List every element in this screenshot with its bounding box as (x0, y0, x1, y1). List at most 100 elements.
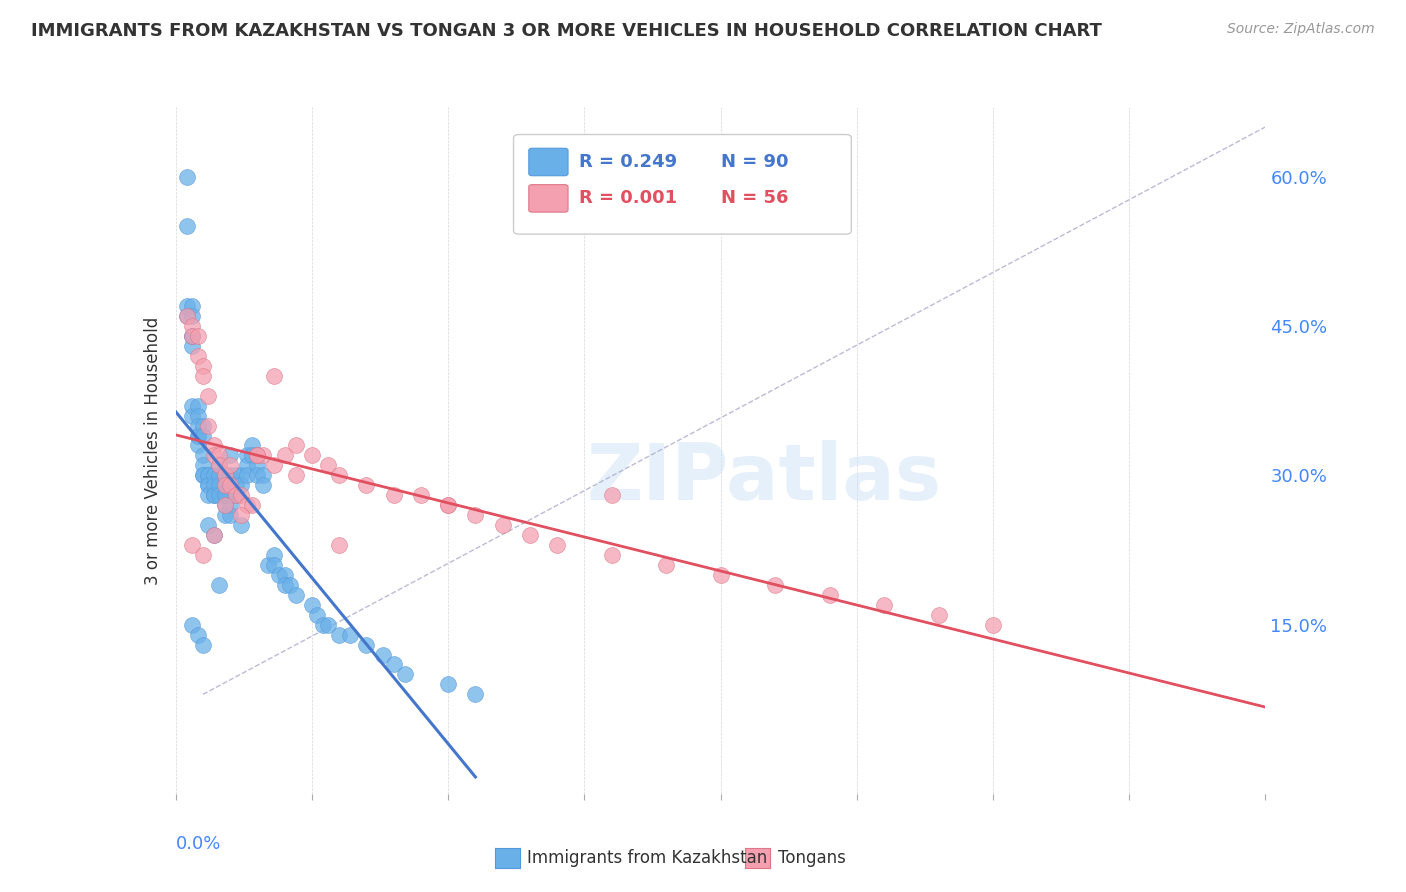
Point (301, 449, 323, 463)
Point (202, 488, 225, 502)
Point (873, 598, 896, 612)
Point (181, 299, 204, 313)
Point (318, 458, 340, 473)
Point (382, 657, 405, 672)
Point (235, 458, 257, 473)
Point (208, 458, 231, 473)
Point (225, 488, 247, 502)
Point (382, 488, 405, 502)
Point (252, 468, 274, 483)
Point (328, 627, 350, 641)
Point (191, 449, 214, 463)
Point (191, 428, 214, 442)
Point (214, 468, 236, 483)
Point (225, 488, 247, 502)
Point (274, 567, 297, 582)
Point (600, 488, 623, 502)
Point (219, 478, 242, 492)
Point (928, 607, 950, 622)
Point (214, 498, 236, 512)
Point (181, 309, 204, 323)
Point (437, 677, 460, 691)
Point (328, 468, 350, 483)
Point (202, 528, 225, 542)
Point (246, 458, 269, 473)
Point (186, 418, 209, 433)
Point (219, 468, 242, 483)
Text: Immigrants from Kazakhstan: Immigrants from Kazakhstan (527, 849, 768, 867)
Point (246, 449, 269, 463)
Point (176, 309, 198, 323)
Point (191, 468, 214, 483)
Point (214, 498, 236, 512)
Point (219, 498, 242, 512)
Point (214, 478, 236, 492)
Text: ZIPatlas: ZIPatlas (586, 440, 942, 516)
Point (181, 329, 204, 343)
Point (181, 399, 204, 413)
Text: R = 0.249: R = 0.249 (579, 153, 678, 171)
Point (197, 389, 219, 403)
Point (208, 488, 231, 502)
Point (328, 538, 350, 552)
Point (231, 518, 253, 533)
Point (202, 468, 225, 483)
Point (409, 488, 432, 502)
Point (181, 329, 204, 343)
Point (181, 617, 204, 632)
Point (284, 588, 307, 602)
Point (301, 598, 323, 612)
Point (263, 548, 285, 562)
Point (356, 478, 378, 492)
Point (186, 428, 209, 442)
Point (284, 468, 307, 483)
Point (186, 349, 209, 363)
Point (186, 409, 209, 423)
Y-axis label: 3 or more Vehicles in Household: 3 or more Vehicles in Household (143, 317, 162, 584)
Point (818, 588, 841, 602)
FancyBboxPatch shape (529, 185, 568, 212)
Point (240, 438, 263, 452)
Text: IMMIGRANTS FROM KAZAKHSTAN VS TONGAN 3 OR MORE VEHICLES IN HOUSEHOLD CORRELATION: IMMIGRANTS FROM KAZAKHSTAN VS TONGAN 3 O… (31, 22, 1102, 40)
Point (274, 578, 297, 592)
Point (202, 488, 225, 502)
Point (191, 418, 214, 433)
Point (197, 478, 219, 492)
Point (186, 399, 209, 413)
Point (191, 368, 214, 383)
Point (186, 329, 209, 343)
Point (246, 468, 269, 483)
Point (181, 329, 204, 343)
Point (981, 617, 1004, 632)
Point (307, 607, 329, 622)
Point (219, 508, 242, 523)
Point (176, 299, 198, 313)
Point (191, 359, 214, 373)
Point (191, 548, 214, 562)
Point (197, 478, 219, 492)
Point (208, 449, 231, 463)
Point (181, 339, 204, 353)
Point (176, 169, 198, 184)
Point (763, 578, 786, 592)
FancyBboxPatch shape (513, 135, 852, 234)
Point (464, 508, 486, 523)
Point (208, 578, 231, 592)
Point (312, 617, 335, 632)
Point (214, 478, 236, 492)
Point (252, 478, 274, 492)
Point (263, 368, 285, 383)
Point (214, 508, 236, 523)
Text: 0.0%: 0.0% (176, 835, 221, 853)
Point (197, 418, 219, 433)
Point (197, 468, 219, 483)
Text: Source: ZipAtlas.com: Source: ZipAtlas.com (1227, 22, 1375, 37)
Point (219, 488, 242, 502)
Point (202, 528, 225, 542)
Point (600, 548, 623, 562)
Point (492, 518, 515, 533)
Point (339, 627, 361, 641)
Point (191, 638, 214, 652)
Point (546, 538, 568, 552)
Point (274, 449, 297, 463)
